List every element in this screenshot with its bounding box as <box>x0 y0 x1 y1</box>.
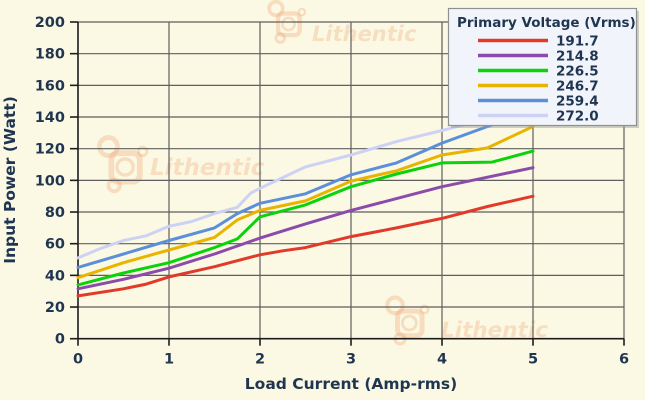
y-axis-title: Input Power (Watt) <box>1 96 19 264</box>
watermark-logo-icon <box>267 0 307 44</box>
watermark-square <box>395 308 425 339</box>
legend-item-label: 259.4 <box>556 93 599 109</box>
y-tick-label: 160 <box>35 78 65 94</box>
y-tick-label: 20 <box>45 300 65 316</box>
watermark-small-ring <box>297 7 307 17</box>
x-tick-label: 3 <box>346 352 356 368</box>
x-tick-label: 0 <box>73 352 83 368</box>
series-line-191.7 <box>76 194 535 298</box>
watermark-logo-icon <box>97 135 149 194</box>
watermark-inner-circle <box>400 314 418 332</box>
legend-item-label: 214.8 <box>556 48 599 64</box>
y-tick-label: 60 <box>45 237 65 253</box>
series-line-246.7 <box>76 125 535 280</box>
watermark-ring <box>97 135 120 158</box>
legend-item-label: 246.7 <box>556 78 599 94</box>
series-lines <box>76 106 535 298</box>
x-tick-label: 2 <box>255 352 265 368</box>
legend-title: Primary Voltage (Vrms) <box>457 15 636 31</box>
watermark-ring <box>385 295 405 316</box>
y-tick-label: 180 <box>35 47 65 63</box>
watermark-small-ring <box>274 32 286 44</box>
y-tick-label: 140 <box>35 110 65 126</box>
watermark-ring <box>267 0 285 18</box>
legend-item-label: 191.7 <box>556 33 599 49</box>
x-tick-label: 6 <box>619 352 629 368</box>
watermark-text: Lithentic <box>150 155 265 181</box>
y-tick-label: 40 <box>45 268 65 284</box>
legend: Primary Voltage (Vrms) 191.7214.8226.5246… <box>447 7 639 128</box>
x-tick-label: 4 <box>437 352 447 368</box>
legend-item-label: 226.5 <box>556 63 599 79</box>
series-line-259.4 <box>76 109 535 269</box>
watermark-square <box>275 11 302 38</box>
y-tick-label: 0 <box>55 332 65 348</box>
y-tick-label: 100 <box>35 173 65 189</box>
watermark-square <box>108 150 143 185</box>
watermark-small-ring <box>136 145 149 158</box>
series-line-214.8 <box>76 166 535 291</box>
watermark-inner-circle <box>115 157 135 177</box>
x-axis-title: Load Current (Amp-rms) <box>245 375 457 393</box>
watermark-small-ring <box>419 304 430 315</box>
watermark-inner-circle <box>281 16 296 32</box>
legend-item-label: 272.0 <box>556 108 599 124</box>
legend-box <box>447 7 638 127</box>
x-tick-label: 1 <box>164 352 174 368</box>
y-tick-label: 80 <box>45 205 65 221</box>
watermark-text: Lithentic <box>312 22 417 46</box>
y-tick-label: 200 <box>35 15 65 31</box>
x-tick-label: 5 <box>528 352 538 368</box>
series-line-272.0 <box>76 106 535 260</box>
watermark-logo-icon <box>385 295 430 346</box>
y-tick-label: 120 <box>35 142 65 158</box>
series-line-226.5 <box>76 149 535 287</box>
